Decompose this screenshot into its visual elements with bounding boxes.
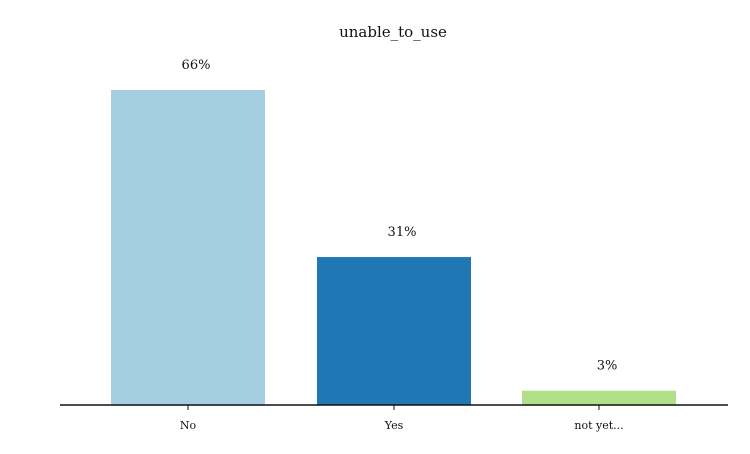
value-labels-layer: 66% 31% 3% xyxy=(182,58,618,374)
bar-0 xyxy=(111,90,265,405)
value-label-0: 66% xyxy=(182,58,211,73)
value-label-1: 31% xyxy=(388,225,417,240)
bar-2 xyxy=(522,390,676,405)
chart-title: unable_to_use xyxy=(339,23,447,41)
x-tick-label-0: No xyxy=(180,419,197,432)
bar-1 xyxy=(317,257,471,405)
bars-layer xyxy=(111,90,676,405)
x-tick-label-2: not yet... xyxy=(574,419,623,432)
x-tick-label-1: Yes xyxy=(384,419,404,432)
value-label-2: 3% xyxy=(597,359,618,374)
x-ticks-layer: No Yes not yet... xyxy=(180,405,624,432)
